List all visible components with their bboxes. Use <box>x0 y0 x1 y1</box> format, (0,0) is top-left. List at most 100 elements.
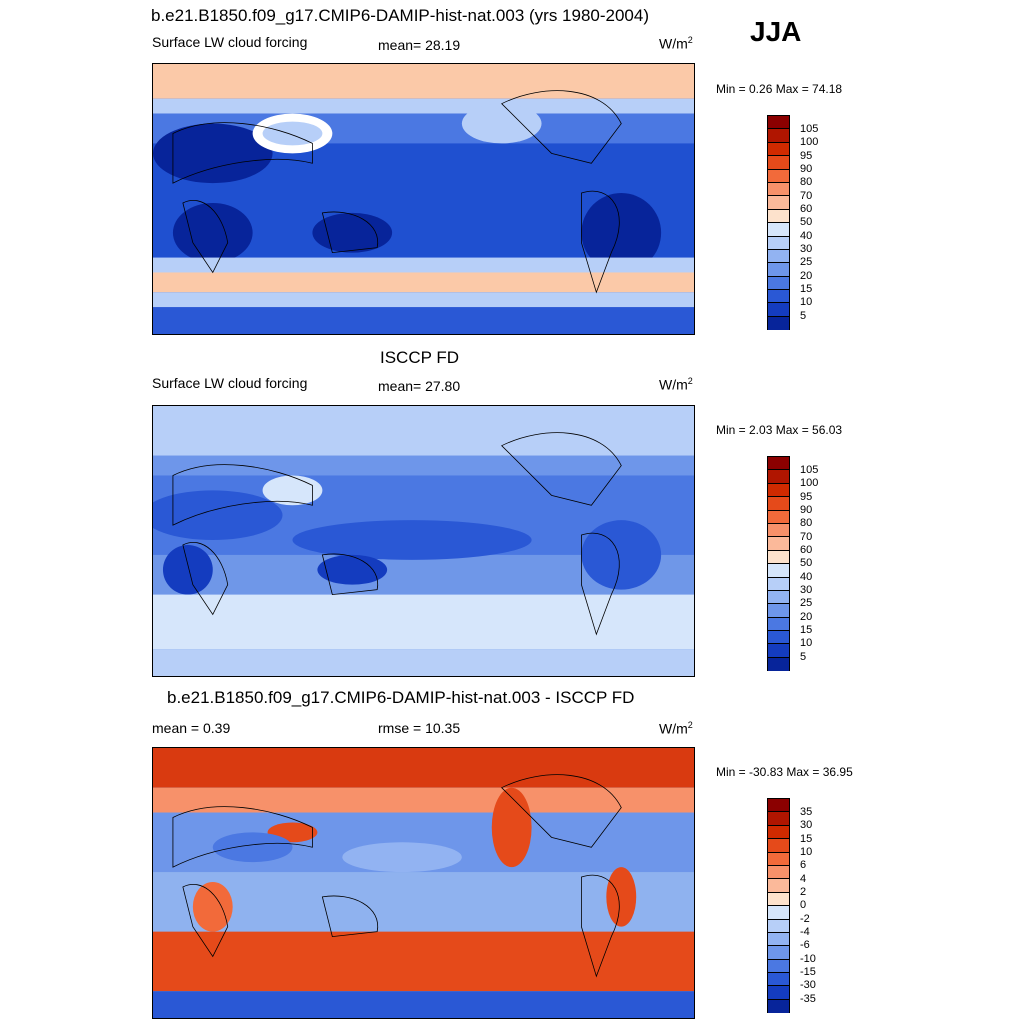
colorbar-swatch <box>768 129 789 143</box>
panel-3-rmse-label: rmse = 10.35 <box>378 720 461 736</box>
colorbar-tick-label: -4 <box>800 926 810 938</box>
colorbar-swatch <box>768 946 789 960</box>
colorbar-tick-label: 25 <box>800 597 813 609</box>
colorbar-tick-label: 60 <box>800 544 813 556</box>
panel-3-mean-label: mean = 0.39 <box>152 720 231 736</box>
colorbar-tick-label: 70 <box>800 190 813 202</box>
panel-3-colorbar <box>767 798 790 1014</box>
colorbar-swatch <box>768 577 789 591</box>
colorbar-tick-label: 80 <box>800 517 813 529</box>
colorbar-tick-label: 15 <box>800 624 813 636</box>
colorbar-swatch <box>768 523 789 538</box>
colorbar-swatch <box>768 483 789 498</box>
units-exponent: 2 <box>687 35 693 45</box>
colorbar-swatch <box>768 590 789 605</box>
colorbar-swatch <box>768 865 789 880</box>
colorbar-swatch <box>768 249 789 264</box>
colorbar-swatch <box>768 116 789 130</box>
panel-3-units: W/m2 <box>659 720 693 737</box>
panel-3-title: b.e21.B1850.f09_g17.CMIP6-DAMIP-hist-nat… <box>167 688 635 707</box>
colorbar-swatch <box>768 604 789 618</box>
panel-3-minmax: Min = -30.83 Max = 36.95 <box>716 765 853 779</box>
colorbar-swatch <box>768 537 789 551</box>
panel-1-minmax: Min = 0.26 Max = 74.18 <box>716 82 843 96</box>
panel-2-mean-label: mean= 27.80 <box>378 378 461 394</box>
colorbar-tick-label: 70 <box>800 531 813 543</box>
colorbar-tick-label: 100 <box>800 136 819 148</box>
panel-2-colorbar <box>767 456 790 672</box>
colorbar-swatch <box>768 196 789 210</box>
colorbar-swatch <box>768 657 789 672</box>
colorbar-swatch <box>768 497 789 511</box>
colorbar-tick-label: 10 <box>800 637 813 649</box>
panel-1-units: W/m2 <box>659 35 693 52</box>
colorbar-tick-label: 20 <box>800 611 813 623</box>
colorbar-swatch <box>768 303 789 317</box>
colorbar-tick-label: 90 <box>800 504 813 516</box>
panel-1-map <box>152 63 695 335</box>
colorbar-swatch <box>768 644 789 658</box>
colorbar-tick-label: 30 <box>800 819 813 831</box>
colorbar-tick-label: 25 <box>800 256 813 268</box>
colorbar-swatch <box>768 457 789 471</box>
season-label: JJA <box>750 16 802 47</box>
colorbar-tick-label: 10 <box>800 846 813 858</box>
units-text: W/m <box>659 376 688 393</box>
colorbar-swatch <box>768 156 789 170</box>
colorbar-swatch <box>768 290 789 304</box>
panel-2-units: W/m2 <box>659 376 693 393</box>
colorbar-swatch <box>768 236 789 250</box>
colorbar-swatch <box>768 631 789 645</box>
colorbar-tick-label: 100 <box>800 477 819 489</box>
colorbar-tick-label: -35 <box>800 993 816 1005</box>
panel-2-variable-label: Surface LW cloud forcing <box>152 375 308 391</box>
panel-1-variable-label: Surface LW cloud forcing <box>152 34 308 50</box>
colorbar-swatch <box>768 169 789 183</box>
units-exponent: 2 <box>687 720 693 730</box>
colorbar-swatch <box>768 182 789 197</box>
colorbar-tick-label: 20 <box>800 270 813 282</box>
panel-2-minmax: Min = 2.03 Max = 56.03 <box>716 423 843 437</box>
colorbar-swatch <box>768 932 789 947</box>
colorbar-tick-label: 40 <box>800 230 813 242</box>
colorbar-swatch <box>768 906 789 920</box>
colorbar-tick-label: 80 <box>800 176 813 188</box>
colorbar-tick-label: -2 <box>800 913 810 925</box>
colorbar-tick-label: -30 <box>800 979 816 991</box>
colorbar-swatch <box>768 470 789 484</box>
colorbar-tick-label: 10 <box>800 296 813 308</box>
panel-2-map <box>152 405 695 677</box>
colorbar-tick-label: 6 <box>800 859 807 871</box>
colorbar-swatch <box>768 919 789 933</box>
colorbar-swatch <box>768 812 789 826</box>
colorbar-swatch <box>768 825 789 840</box>
panel-2-title: ISCCP FD <box>380 348 460 367</box>
colorbar-tick-label: 0 <box>800 899 807 911</box>
units-exponent: 2 <box>687 376 693 386</box>
colorbar-tick-label: 35 <box>800 806 813 818</box>
colorbar-swatch <box>768 564 789 578</box>
colorbar-tick-label: 60 <box>800 203 813 215</box>
panel-1-colorbar <box>767 115 790 331</box>
colorbar-tick-label: 5 <box>800 310 807 322</box>
colorbar-tick-label: 50 <box>800 216 813 228</box>
colorbar-swatch <box>768 209 789 224</box>
panel-3-map <box>152 747 695 1019</box>
panel-1-title: b.e21.B1850.f09_g17.CMIP6-DAMIP-hist-nat… <box>151 6 649 25</box>
colorbar-tick-label: 30 <box>800 584 813 596</box>
colorbar-tick-label: 5 <box>800 651 807 663</box>
colorbar-tick-label: -10 <box>800 953 816 965</box>
colorbar-swatch <box>768 550 789 565</box>
colorbar-tick-label: 15 <box>800 833 813 845</box>
panel-1-mean-label: mean= 28.19 <box>378 37 461 53</box>
colorbar-tick-label: 95 <box>800 150 813 162</box>
colorbar-swatch <box>768 223 789 237</box>
colorbar-tick-label: 105 <box>800 464 819 476</box>
colorbar-swatch <box>768 799 789 813</box>
colorbar-swatch <box>768 839 789 853</box>
colorbar-tick-label: 105 <box>800 123 819 135</box>
colorbar-swatch <box>768 999 789 1014</box>
colorbar-tick-label: -6 <box>800 939 810 951</box>
colorbar-tick-label: 95 <box>800 491 813 503</box>
colorbar-swatch <box>768 879 789 893</box>
